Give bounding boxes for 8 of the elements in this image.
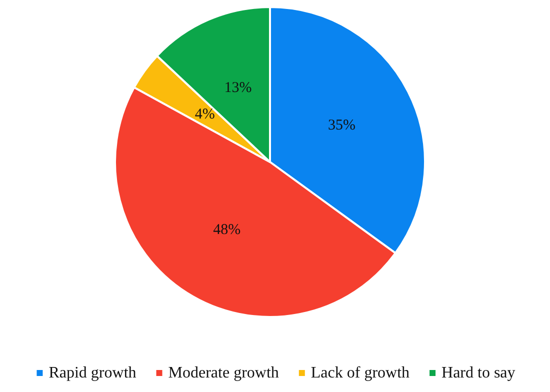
legend-label: Hard to say (442, 364, 516, 382)
legend-label: Moderate growth (168, 364, 279, 382)
data-label: 48% (213, 222, 241, 238)
legend-label: Lack of growth (310, 364, 410, 382)
data-label: 4% (194, 106, 215, 123)
data-label: 35% (328, 117, 356, 134)
legend-label: Rapid growth (48, 364, 136, 382)
data-label: 13% (224, 80, 252, 96)
